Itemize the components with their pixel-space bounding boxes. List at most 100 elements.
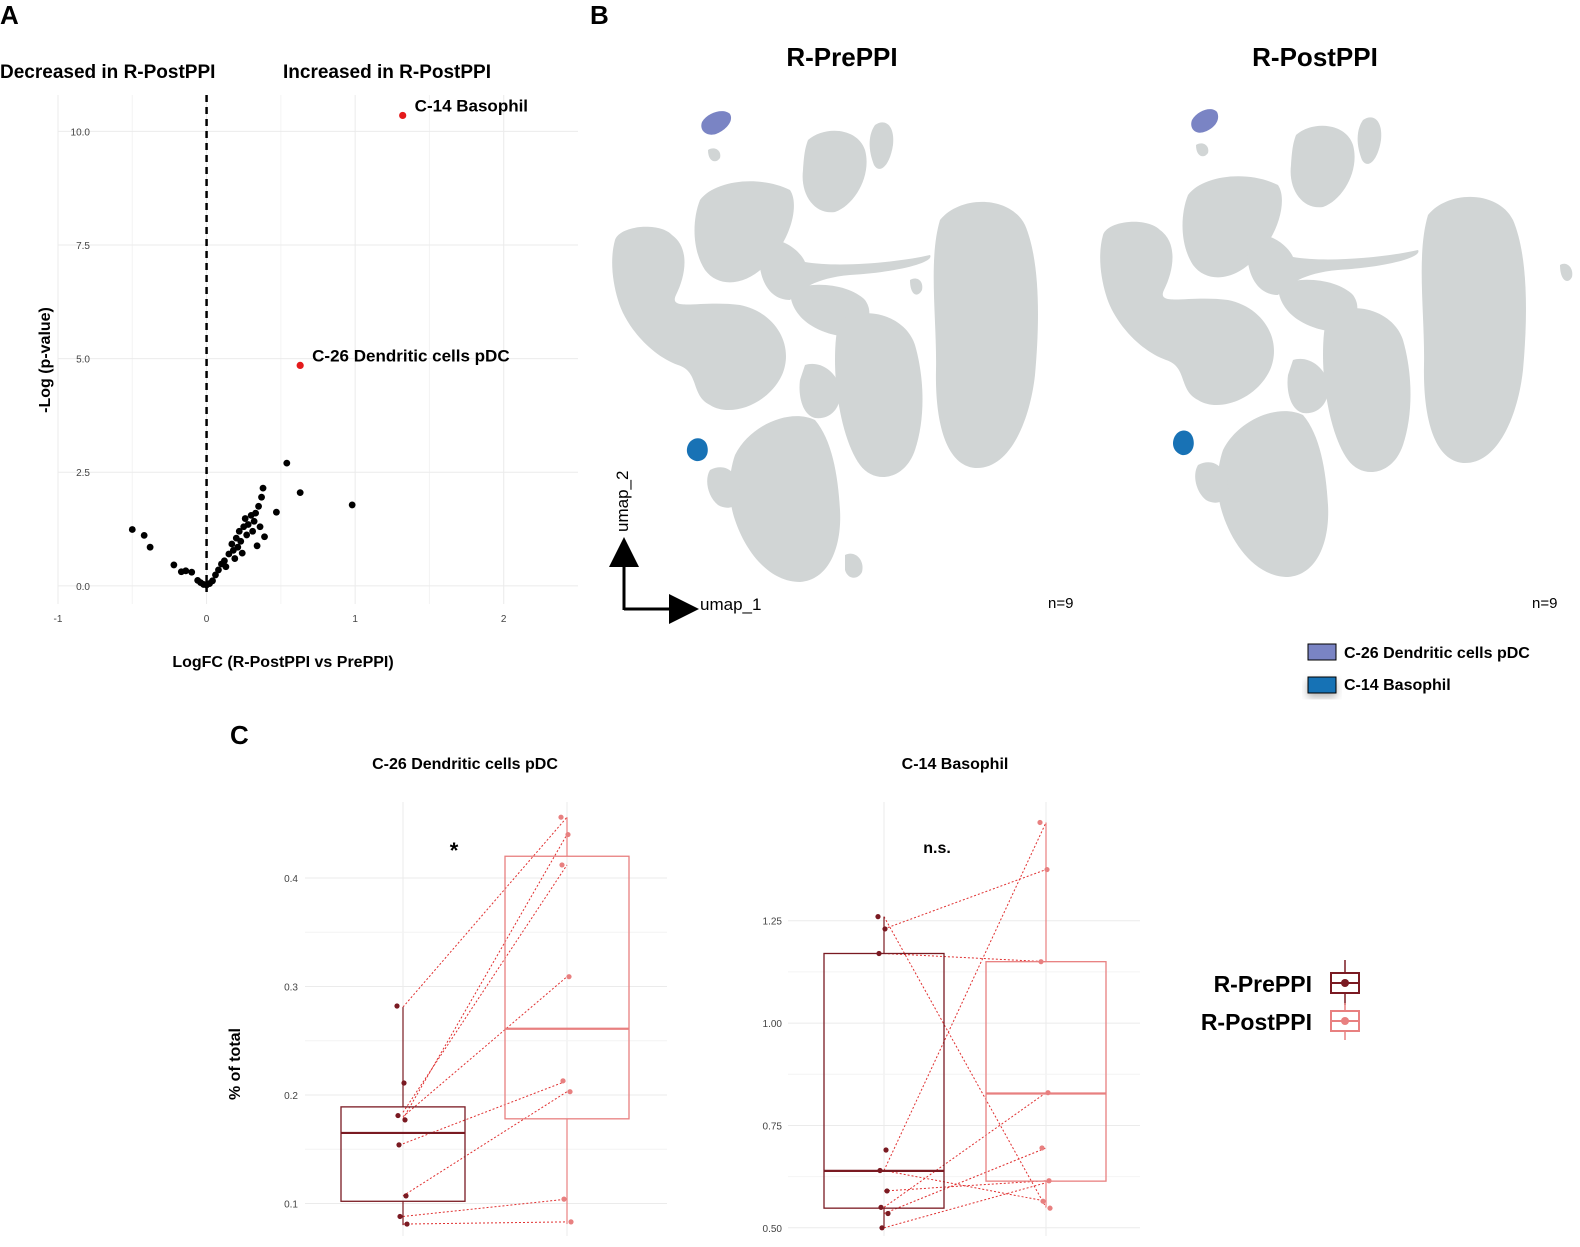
boxplot-pair-line [402,976,568,1118]
volcano-y-axis-label: -Log (p-value) [37,307,54,413]
volcano-point [228,540,236,548]
boxplot-pdc-grid [305,802,667,1236]
volcano-highlight-point [399,111,407,120]
boxplot-basophil-grid [788,802,1140,1236]
volcano-point [140,531,148,539]
boxplot-basophil-pair-lines [883,822,1047,1229]
volcano-y-tick: 7.5 [76,241,90,252]
umap-cluster-shape [1217,411,1329,577]
boxplot-box [823,952,945,1209]
boxplot-point [396,1142,402,1148]
umap-pre-basophil-cluster [686,438,708,462]
legend-key-point [1341,979,1349,987]
volcano-point [296,489,304,497]
boxplot-pair-line [402,1080,568,1145]
umap-post-clusters [1100,117,1573,577]
volcano-point [146,543,154,551]
volcano-point [252,509,259,517]
boxplot-point [559,862,565,868]
umap-cluster-shape [1323,308,1411,472]
boxplot-pair-line [883,869,1047,930]
umap-pre-panel: R-PrePPI n=9 [612,42,1073,612]
umap-cluster-shape [845,553,863,578]
legend-label-basophil: C-14 Basophil [1344,677,1451,694]
volcano-point [215,566,222,574]
umap-x-axis-label: umap_1 [700,595,761,614]
boxplot-point [394,1003,400,1009]
volcano-point [253,542,261,550]
umap-cluster-shape [1560,263,1573,281]
volcano-x-tick: 1 [352,614,358,625]
boxplot-pair-line [883,822,1047,1171]
boxplot-point [1037,819,1043,826]
boxplot-pair-line [883,1092,1047,1208]
boxplot-pair-line [883,952,1047,963]
volcano-point [261,533,268,541]
umap-pre-clusters [612,122,1038,582]
boxplot-pair-line [402,816,568,1008]
umap-cluster-shape [1357,117,1382,164]
boxplot-box [340,1106,466,1202]
boxplot-point [401,1080,407,1086]
umap-cluster-shape [612,226,786,411]
volcano-point [255,502,262,510]
boxplot-basophil: C-14 Basophil n.s. 0.50 0.75 1.00 1.25 [763,756,1140,1236]
boxplot-point [403,1193,409,1199]
volcano-point [170,561,178,569]
boxplot-point [885,1210,891,1217]
volcano-x-tick: 0 [204,614,210,625]
volcano-point [128,526,136,533]
boxplot-y-tick: 0.4 [284,874,298,885]
boxplot-pdc: C-26 Dendritic cells pDC % of total * 0.… [227,756,667,1236]
volcano-ticks: -1 0 1 2 0.0 2.5 5.0 7.5 10.0 [54,127,507,625]
boxplot-point [1039,1145,1045,1151]
volcano-y-tick: 2.5 [76,468,90,479]
boxplot-point [877,1167,883,1174]
boxplot-point [1044,866,1050,873]
umap-post-title: R-PostPPI [1252,42,1378,72]
boxplot-pair-line [883,1147,1047,1214]
boxplot-point [1038,959,1044,965]
legend-label-postppi: R-PostPPI [1201,1009,1312,1035]
boxplot-point [397,1213,403,1220]
boxplot-pdc-pair-lines [402,816,568,1225]
volcano-point [212,571,219,579]
volcano-point [348,501,356,509]
volcano-highlighted-points: C-14 Basophil C-26 Dendritic cells pDC [296,96,528,370]
panel-label-a: A [0,0,19,30]
umap-pre-title: R-PrePPI [786,42,897,72]
volcano-point [256,523,264,531]
boxplot-pair-line [402,1221,568,1225]
umap-post-panel: R-PostPPI n=9 [1100,42,1573,612]
boxplot-pair-line [402,864,568,1113]
boxplot-point [561,1196,567,1202]
umap-pre-n: n=9 [1048,595,1073,612]
legend-key-preppi [1330,960,1360,1005]
boxplot-pdc-title: C-26 Dendritic cells pDC [372,756,558,773]
boxplot-point [395,1112,401,1119]
boxplot-pdc-significance: * [450,838,459,863]
volcano-point [283,459,291,467]
volcano-point [238,549,246,557]
umap-post-n: n=9 [1532,595,1557,612]
boxplot-pair-line [883,1182,1047,1229]
volcano-y-tick: 10.0 [71,127,91,138]
legend-label-pdc: C-26 Dendritic cells pDC [1344,645,1530,662]
umap-post-basophil-cluster [1172,430,1194,456]
umap-pre-pdc-cluster [701,111,732,135]
boxplot-pair-line [402,834,568,1120]
boxplot-pair-line [402,1091,568,1197]
volcano-point [188,568,196,576]
volcano-point [258,493,265,501]
volcano-point [237,537,245,545]
boxplot-point [879,1225,885,1231]
volcano-x-tick: -1 [54,614,63,625]
boxplot-y-tick: 0.75 [763,1121,783,1132]
umap-cluster-shape [708,148,721,162]
boxplot-point [402,1117,408,1123]
boxplot-point [876,950,882,957]
boxplot-pdc-points [394,814,574,1227]
legend-label-preppi: R-PrePPI [1214,971,1312,997]
volcano-x-axis-label: LogFC (R-PostPPI vs PrePPI) [172,654,393,671]
volcano-point [182,567,190,575]
